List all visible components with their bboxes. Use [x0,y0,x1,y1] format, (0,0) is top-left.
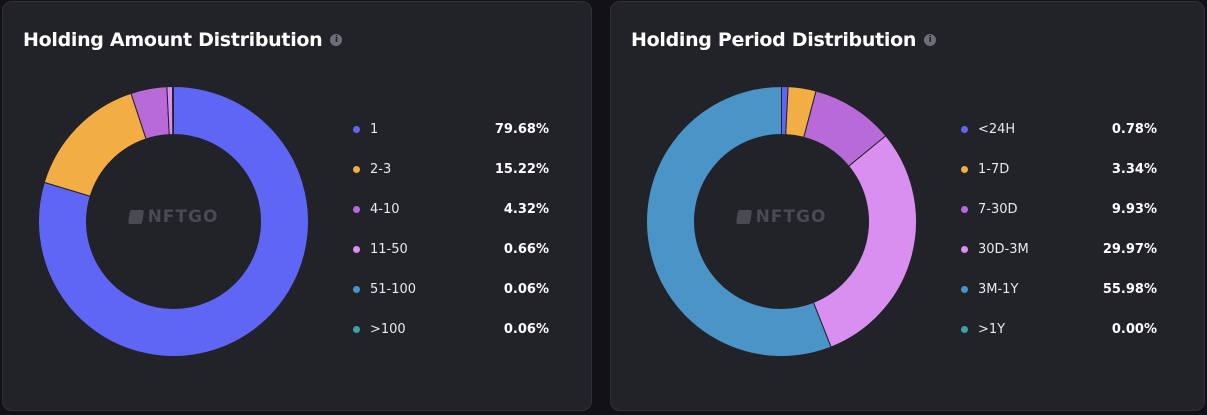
slice-2-3[interactable] [43,92,147,197]
legend-label: 7-30D [978,201,1018,217]
holding-period-donut [646,85,917,357]
legend-dot-icon [961,165,968,173]
legend-item-gt-100[interactable]: >100 0.06% [353,309,549,349]
nftgo-logo-icon [127,210,144,224]
legend-value: 29.97% [1102,241,1157,257]
legend-label: 51-100 [370,281,417,297]
legend-value: 0.06% [503,321,549,337]
holding-amount-panel: Holding Amount Distribution i NFTGO 1 79.… [2,1,592,411]
legend-item-1-7d[interactable]: 1-7D 3.34% [961,149,1157,189]
legend-label: 2-3 [370,161,392,177]
legend: <24H 0.78% 1-7D 3.34% 7-30D 9.93% 30D-3M 29.97%… [961,109,1157,349]
holding-amount-donut [38,85,309,357]
legend-item-lt-24h[interactable]: <24H 0.78% [961,109,1157,149]
legend-value: 15.22% [494,161,549,177]
legend-item-3m-1y[interactable]: 3M-1Y 55.98% [961,269,1157,309]
legend-label: 1 [370,121,379,137]
legend-item-11-50[interactable]: 11-50 0.66% [353,229,549,269]
legend-dot-icon [961,325,968,333]
legend-dot-icon [353,125,360,133]
info-icon[interactable]: i [924,34,937,46]
slice-gt-100[interactable] [172,85,174,136]
watermark: NFTGO [698,207,865,227]
watermark: NFTGO [90,207,257,227]
legend-item-4-10[interactable]: 4-10 4.32% [353,189,549,229]
legend-dot-icon [353,245,360,253]
legend-label: >100 [370,321,406,337]
legend-value: 4.32% [503,201,549,217]
nftgo-logo-icon [735,210,752,224]
holding-period-panel: Holding Period Distribution i NFTGO <24H… [610,1,1205,411]
legend-dot-icon [353,165,360,173]
chart-title: Holding Period Distribution [631,29,917,51]
legend-item-30d-3m[interactable]: 30D-3M 29.97% [961,229,1157,269]
legend-dot-icon [353,325,360,333]
legend-label: 30D-3M [978,241,1029,257]
legend-value: 0.78% [1111,121,1157,137]
legend-label: 1-7D [978,161,1010,177]
legend-label: >1Y [978,321,1006,337]
legend-label: 11-50 [370,241,408,257]
legend-item-51-100[interactable]: 51-100 0.06% [353,269,549,309]
legend-dot-icon [353,205,360,213]
legend-label: <24H [978,121,1016,137]
slice-3m-1y[interactable] [646,85,832,357]
legend-value: 9.93% [1111,201,1157,217]
info-icon[interactable]: i [330,34,343,46]
watermark-text: NFTGO [755,207,827,227]
legend: 1 79.68% 2-3 15.22% 4-10 4.32% 11-50 0.66% 51-10… [353,109,549,349]
panel-title: Holding Period Distribution i [631,29,937,51]
chart-title: Holding Amount Distribution [23,29,323,51]
panel-title: Holding Amount Distribution i [23,29,343,51]
legend-dot-icon [961,245,968,253]
legend-label: 4-10 [370,201,400,217]
legend-dot-icon [961,285,968,293]
slice-30d-3m[interactable] [812,135,917,348]
legend-dot-icon [961,125,968,133]
legend-value: 79.68% [494,121,549,137]
legend-item-7-30d[interactable]: 7-30D 9.93% [961,189,1157,229]
legend-item-2-3[interactable]: 2-3 15.22% [353,149,549,189]
watermark-text: NFTGO [147,207,219,227]
legend-item-gt-1y[interactable]: >1Y 0.00% [961,309,1157,349]
legend-dot-icon [961,205,968,213]
legend-value: 55.98% [1102,281,1157,297]
legend-label: 3M-1Y [978,281,1019,297]
legend-item-1[interactable]: 1 79.68% [353,109,549,149]
legend-value: 3.34% [1111,161,1157,177]
legend-value: 0.00% [1111,321,1157,337]
legend-value: 0.66% [503,241,549,257]
legend-dot-icon [353,285,360,293]
slice-1[interactable] [38,85,309,357]
legend-value: 0.06% [503,281,549,297]
